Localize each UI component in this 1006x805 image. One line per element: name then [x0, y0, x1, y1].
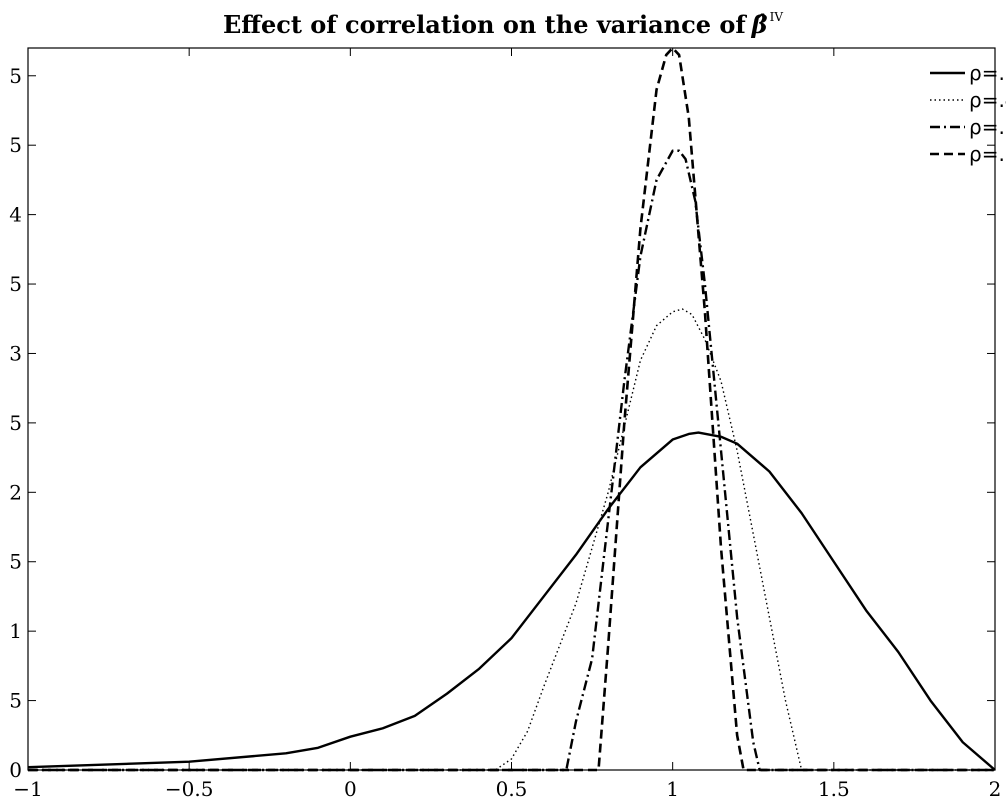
legend-label: ρ=.2: [969, 61, 1006, 85]
y-tick-label: 5: [9, 64, 22, 88]
series-line: [27, 431, 996, 771]
y-tick-label: 1: [9, 619, 22, 643]
series-line: [28, 308, 995, 771]
chart-title-superscript: IV: [770, 10, 784, 24]
legend-label: ρ=.8: [969, 142, 1006, 166]
legend: ρ=.2 ρ=.4 ρ=.6 ρ=.8: [930, 61, 1006, 166]
x-tick-label: −1: [13, 777, 42, 801]
series-line: [28, 46, 995, 772]
y-tick-label: 5: [9, 550, 22, 574]
y-tick-label: 5: [9, 133, 22, 157]
x-tick-label: 0: [344, 777, 357, 801]
legend-label: ρ=.6: [969, 115, 1006, 139]
x-tick-label: 2: [989, 777, 1002, 801]
chart-title: Effect of correlation on the variance of…: [223, 10, 783, 39]
y-tick-label: 3: [9, 341, 22, 365]
x-tick-label: 0.5: [496, 777, 528, 801]
x-tick-label: −0.5: [165, 777, 214, 801]
legend-label: ρ=.4: [969, 88, 1006, 112]
y-tick-label: 0: [9, 758, 22, 782]
y-tick-label: 5: [9, 411, 22, 435]
chart-title-text: Effect of correlation on the variance of: [223, 10, 747, 39]
y-tick-label: 4: [9, 203, 22, 227]
axes-box: [27, 47, 996, 771]
x-tick-label: 1.5: [818, 777, 850, 801]
y-tick-label: 2: [9, 480, 22, 504]
plot-area: −1 −0.5 0 0.5 1 1.5 2 0 5 1 5 2 5 3 5 4 5 5: [9, 46, 1002, 801]
x-tick-label: 1: [666, 777, 679, 801]
y-tick-label: 5: [9, 272, 22, 296]
chart-title-symbol: β̂: [751, 10, 768, 39]
series-line: [28, 149, 995, 772]
y-tick-label: 5: [9, 689, 22, 713]
